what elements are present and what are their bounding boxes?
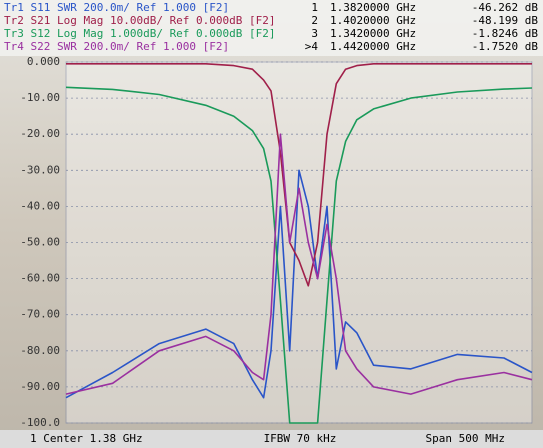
footer-span: Span 500 MHz [426,432,505,445]
plot-area [65,61,533,424]
marker-value: -1.7520 dB [472,40,539,53]
marker-value: -1.8246 dB [472,27,539,40]
legend-entry: Tr3 S12 Log Mag 1.000dB/ Ref 0.000dB [F2… [4,27,276,40]
marker-freq: 1.4420000 GHz [330,40,416,53]
marker-freq: 1.4020000 GHz [330,14,416,27]
marker-freq: 1.3820000 GHz [330,1,416,14]
legend-entry: Tr1 S11 SWR 200.0m/ Ref 1.000 [F2] [4,1,229,14]
trace-line [65,133,533,395]
y-tick-label: -30.00 [20,163,60,176]
y-tick-label: -50.00 [20,236,60,249]
y-tick-label: -70.00 [20,308,60,321]
legend-entry: Tr2 S21 Log Mag 10.00dB/ Ref 0.000dB [F2… [4,14,276,27]
header-panel [0,0,543,56]
marker-value: -46.262 dB [472,1,539,14]
marker-label: >4 [305,40,319,53]
trace-line [65,86,533,424]
marker-freq: 1.3420000 GHz [330,27,416,40]
y-tick-label: -100.0 [20,416,60,429]
y-tick-label: -40.00 [20,199,60,212]
marker-label: 3 [311,27,318,40]
y-tick-label: -20.00 [20,127,60,140]
footer-ifbw: IFBW 70 kHz [264,432,337,445]
marker-label: 2 [311,14,318,27]
trace-line [65,169,533,399]
footer-bar [0,430,543,448]
marker-label: 1 [311,1,318,14]
y-tick-label: -80.00 [20,344,60,357]
y-tick-label: -90.00 [20,380,60,393]
y-tick-label: -10.00 [20,91,60,104]
trace-line [66,63,532,287]
y-tick-label: -60.00 [20,272,60,285]
legend-entry: Tr4 S22 SWR 200.0m/ Ref 1.000 [F2] [4,40,229,53]
y-tick-label: 0.000 [27,55,60,68]
footer-center: 1 Center 1.38 GHz [30,432,143,445]
marker-value: -48.199 dB [472,14,539,27]
